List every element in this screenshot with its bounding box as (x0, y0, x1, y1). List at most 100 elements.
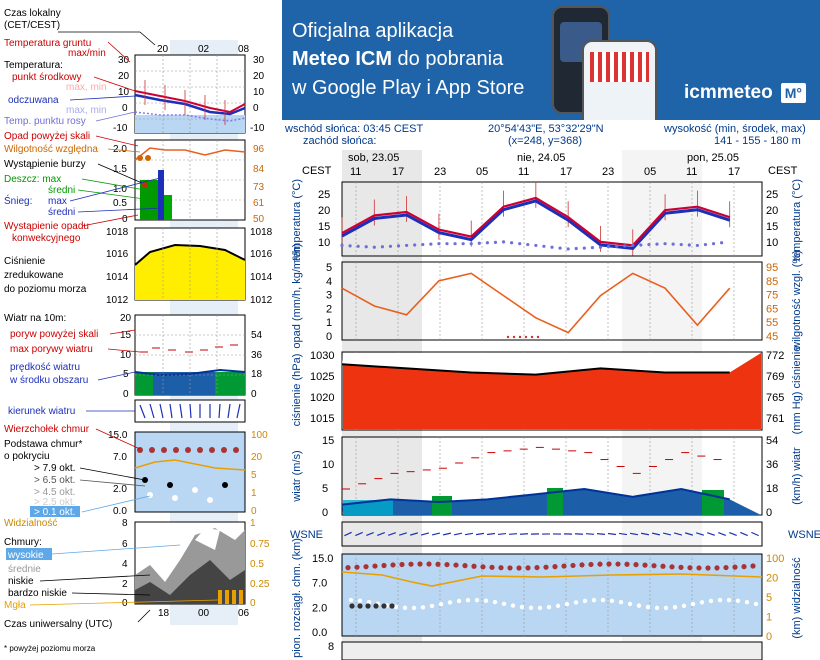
temp-line (341, 196, 731, 247)
hour-tick: 17 (560, 166, 572, 178)
dew-point (461, 242, 465, 246)
cloud-base-dot (366, 599, 372, 605)
press-line (341, 363, 730, 376)
cov-tick-r: 0.75 (250, 539, 270, 550)
cloud-top-dot (345, 565, 351, 571)
cloud-base-dot (564, 601, 570, 607)
temp-tick: 25 (318, 189, 330, 201)
cloud-base-dot (393, 604, 399, 610)
poryw-powyzej: poryw powyżej skali (10, 329, 98, 340)
dew-point (550, 245, 554, 249)
cloud-top-dot (399, 561, 405, 568)
cloud-top-dot (651, 563, 657, 569)
dew-point (663, 242, 667, 246)
utc-tick: 00 (198, 608, 210, 619)
hum-tick: 96 (253, 144, 265, 155)
dew-point (372, 245, 376, 249)
czas-tick: 08 (238, 44, 250, 55)
sunset: zachód słońca: (303, 135, 377, 147)
wind-arrow (607, 532, 617, 536)
cloud-base-dot (654, 605, 660, 611)
banner-line2-rest: do pobrania (392, 48, 504, 70)
app-banner[interactable]: Oficjalna aplikacja Meteo ICM do pobrani… (282, 0, 820, 120)
opad-tick: 1.0 (113, 184, 127, 195)
cloud-top-dot (552, 564, 558, 570)
dew-point (655, 242, 659, 246)
dew-point (518, 242, 522, 246)
cloud-top-dot (480, 564, 486, 570)
cov-tick: 2 (122, 579, 128, 590)
dew-point (598, 245, 603, 249)
vis-ylabel: (km) widzialność (791, 557, 803, 639)
prec-tick: 4 (326, 276, 332, 288)
cloud-top-dot (363, 564, 369, 570)
dew-point (437, 242, 441, 246)
wind-arrow (388, 532, 396, 536)
dew-point (364, 245, 368, 249)
prec-tick: 3 (326, 290, 332, 302)
vis-tick: 20 (766, 573, 778, 585)
brand-box: M° (780, 83, 806, 103)
temp-tick-r: 25 (766, 189, 778, 201)
dew-point (534, 243, 538, 248)
cov-tick: 8 (122, 518, 128, 529)
cloud-top-dot (354, 564, 360, 570)
cloud-base-dot (510, 603, 516, 608)
wilgotnosc: Wilgotność względna (4, 144, 98, 155)
cloud-base-dark (381, 603, 387, 609)
dew-point (687, 243, 691, 247)
wind-arrow (464, 532, 474, 536)
cov-tick-r: 0.25 (250, 579, 270, 590)
dew-point (501, 240, 506, 244)
temp-tick-r: 10 (253, 87, 265, 98)
cloud-base-dot (420, 605, 426, 610)
hum-tick: 95 (766, 262, 778, 274)
deszcz-sredni: średni (48, 185, 75, 196)
cloud-base-dot (528, 605, 534, 611)
visibility-line (341, 571, 763, 587)
wind-arrow (596, 532, 606, 536)
temp-tick: 0 (122, 103, 128, 114)
cloud-base-dot (465, 597, 471, 603)
wind-tick-r: 54 (766, 435, 778, 447)
dew-point (485, 241, 489, 245)
cloud-top-dot (417, 561, 423, 567)
hum-tick: 65 (766, 303, 778, 315)
wind-tick: 20 (120, 313, 132, 324)
hum-tick: 50 (253, 214, 265, 225)
cloud-base-dark (365, 603, 371, 609)
dew-point (711, 242, 716, 246)
wind-arrow (629, 532, 639, 536)
cloud-top-dot (714, 565, 720, 571)
banner-line3: w Google Play i App Store (292, 77, 525, 99)
cloud-top-dot (732, 564, 738, 570)
cloud-top-dot (525, 565, 531, 571)
hum-tick: 85 (766, 276, 778, 288)
wind-arrow (355, 531, 363, 537)
hour-tick: 17 (728, 166, 740, 178)
wind-tick-r: 18 (251, 369, 263, 380)
wind-arrow (409, 532, 419, 536)
cloud-base-dot (348, 597, 354, 603)
wind-arrow (640, 532, 650, 536)
wind-arrow (442, 532, 452, 536)
cloud-base-dot (438, 602, 444, 607)
okt-65: > 6.5 okt. (34, 475, 75, 486)
press-ylabel: ciśnienie (hPa) (291, 354, 303, 427)
hour-tick: 05 (476, 166, 488, 178)
vis-tick: 0 (251, 506, 257, 517)
wind-tick-r: 36 (251, 350, 263, 361)
cloud-base-dot (717, 597, 723, 603)
cloud-top-dot (660, 563, 666, 569)
prec-tick: 5 (326, 262, 332, 274)
cloud-base-dot (600, 597, 606, 603)
cloud-tick: 2.0 (312, 602, 327, 614)
dew-point (388, 244, 393, 248)
vis-tick: 5 (251, 470, 257, 481)
cloud-base-dot (726, 597, 732, 603)
press-tick: 1020 (310, 392, 334, 404)
dew-point (445, 242, 449, 246)
wind-arrow (431, 532, 441, 536)
vis-tick: 1 (251, 488, 257, 499)
wind-line (341, 487, 730, 506)
